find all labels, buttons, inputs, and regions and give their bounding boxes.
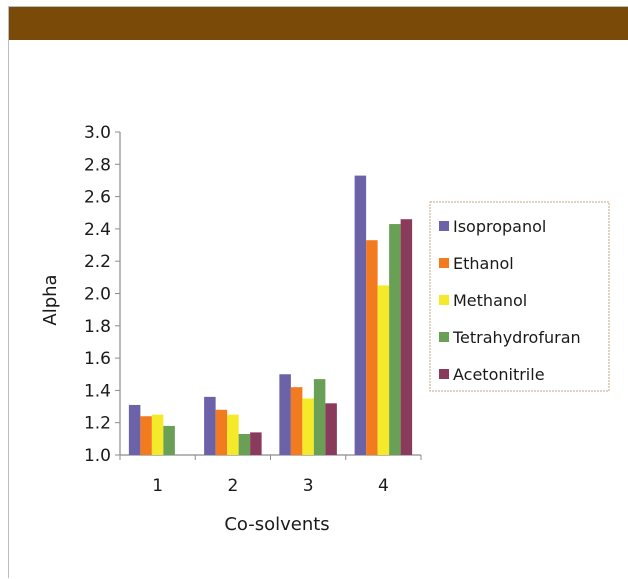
bar-methanol-3 (302, 398, 314, 455)
legend-swatch (439, 295, 449, 305)
bar-isopropanol-1 (128, 404, 141, 455)
y-tick-label: 2.8 (84, 155, 111, 175)
y-axis: 1.0 1.2 1.4 1.6 1.8 2.0 2.2 2.4 2.6 2.8 3.0 (84, 123, 121, 466)
legend-swatch (439, 369, 449, 379)
x-tick-label: 4 (378, 476, 389, 496)
bar-isopropanol-4 (354, 175, 367, 456)
bar-ethanol-3 (290, 387, 303, 455)
y-tick-label: 2.6 (84, 188, 111, 208)
bar-ethanol-4 (366, 240, 378, 455)
x-axis: 1 2 3 4 (119, 454, 422, 496)
header-bar (9, 7, 628, 40)
legend-label: Isopropanol (453, 217, 546, 236)
bar-tetrahydrofuran-1 (163, 425, 175, 455)
y-tick-label: 2.0 (84, 285, 111, 305)
bar-tetrahydrofuran-4 (389, 224, 401, 455)
bar-tetrahydrofuran-3 (313, 379, 326, 455)
bar-isopropanol-2 (204, 396, 216, 455)
bar-acetonitrile-4 (400, 219, 413, 455)
legend-label: Tetrahydrofuran (452, 328, 581, 347)
y-tick-label: 2.2 (84, 252, 111, 272)
x-axis-title: Co-solvents (224, 514, 329, 535)
x-tick-label: 3 (303, 476, 314, 496)
bar-methanol-2 (227, 414, 239, 455)
legend-swatch (439, 332, 449, 342)
legend-box (429, 201, 610, 392)
legend-label: Acetonitrile (453, 365, 545, 384)
x-tick-label: 2 (227, 476, 238, 496)
bar-methanol-1 (151, 414, 164, 455)
bar-ethanol-2 (215, 409, 228, 455)
bars (128, 175, 413, 456)
legend-swatch (439, 221, 449, 231)
bar-acetonitrile-3 (325, 403, 337, 455)
legend-label: Methanol (453, 291, 527, 310)
legend: Isopropanol Ethanol Methanol Tetrahydrofura… (429, 201, 610, 392)
y-axis-title: Alpha (40, 274, 61, 325)
y-tick-label: 3.0 (84, 123, 111, 143)
y-tick-label: 1.6 (84, 349, 111, 369)
bar-acetonitrile-2 (250, 432, 262, 455)
y-tick-label: 1.8 (84, 317, 111, 337)
chart-svg: Alpha Co-solvents 1.0 1.2 1.4 1.6 1.8 2.0 2.2 2… (40, 123, 610, 535)
y-tick-label: 2.4 (84, 220, 111, 240)
y-tick-label: 1.4 (84, 381, 111, 401)
chart-frame: Alpha Co-solvents 1.0 1.2 1.4 1.6 1.8 2.0 2.2 2… (8, 6, 628, 578)
bar-ethanol-1 (140, 416, 152, 455)
bar-tetrahydrofuran-2 (238, 434, 251, 455)
bar-methanol-4 (377, 285, 390, 455)
bar-isopropanol-3 (279, 374, 291, 455)
y-tick-label: 1.2 (84, 414, 111, 434)
legend-swatch (439, 258, 449, 268)
legend-label: Ethanol (453, 254, 514, 273)
y-tick-label: 1.0 (84, 446, 111, 466)
x-tick-label: 1 (152, 476, 163, 496)
